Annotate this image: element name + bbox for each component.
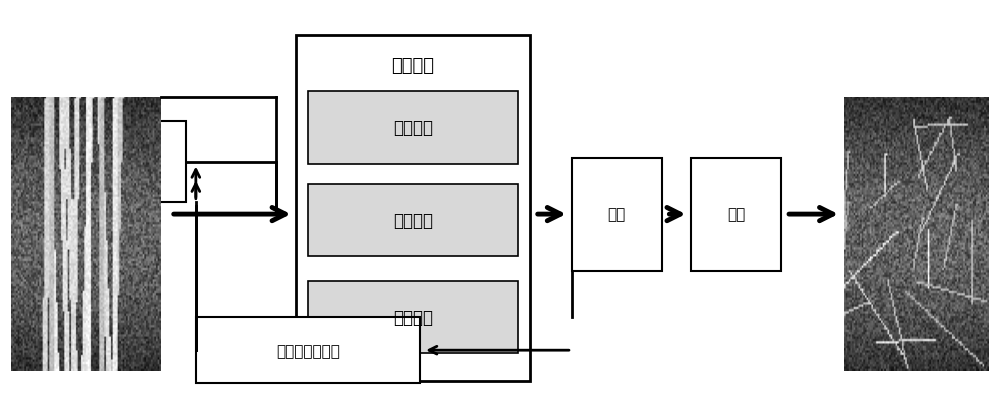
- Bar: [308, 92, 518, 164]
- FancyArrowPatch shape: [174, 208, 285, 221]
- Bar: [196, 317, 420, 384]
- Bar: [308, 184, 518, 257]
- Text: 处理液配制: 处理液配制: [91, 155, 136, 170]
- FancyArrowPatch shape: [192, 184, 200, 198]
- Text: 浸润处理: 浸润处理: [393, 119, 433, 137]
- FancyArrowPatch shape: [538, 208, 561, 221]
- Text: 喷淋处理: 喷淋处理: [393, 308, 433, 326]
- Text: 浸轧处理: 浸轧处理: [393, 212, 433, 230]
- Bar: [296, 36, 530, 382]
- Text: 处理液净化回收: 处理液净化回收: [276, 343, 340, 358]
- Text: 干燥: 干燥: [727, 207, 745, 222]
- FancyArrowPatch shape: [192, 170, 200, 199]
- Bar: [308, 281, 518, 353]
- Bar: [41, 122, 186, 202]
- Bar: [572, 158, 662, 271]
- Text: 脱胶处理: 脱胶处理: [391, 57, 434, 75]
- FancyArrowPatch shape: [789, 208, 833, 221]
- Bar: [691, 158, 781, 271]
- FancyArrowPatch shape: [667, 208, 680, 221]
- Text: 清洗: 清洗: [608, 207, 626, 222]
- FancyArrowPatch shape: [429, 346, 569, 354]
